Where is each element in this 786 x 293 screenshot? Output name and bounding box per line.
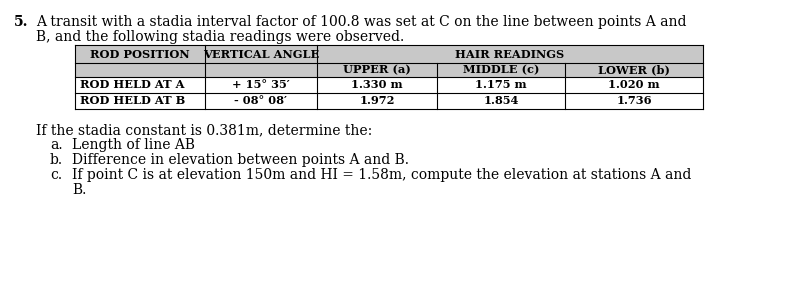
Text: 1.736: 1.736 [616,96,652,106]
Text: B, and the following stadia readings were observed.: B, and the following stadia readings wer… [36,30,404,44]
Text: 1.175 m: 1.175 m [476,79,527,91]
Text: A transit with a stadia interval factor of 100.8 was set at C on the line betwee: A transit with a stadia interval factor … [36,15,686,29]
Bar [75,45,703,77]
Text: MIDDLE (c): MIDDLE (c) [463,64,539,76]
Text: VERTICAL ANGLE: VERTICAL ANGLE [203,49,319,59]
Text: 1.020 m: 1.020 m [608,79,659,91]
Text: If the stadia constant is 0.381m, determine the:: If the stadia constant is 0.381m, determ… [36,123,373,137]
Text: B.: B. [72,183,86,197]
Text: ROD HELD AT B: ROD HELD AT B [80,96,185,106]
Text: 1.854: 1.854 [483,96,519,106]
Text: Difference in elevation between points A and B.: Difference in elevation between points A… [72,153,409,167]
Text: b.: b. [50,153,63,167]
Text: a.: a. [50,138,63,152]
Text: UPPER (a): UPPER (a) [343,64,411,76]
Text: LOWER (b): LOWER (b) [598,64,670,76]
Bar [75,45,703,109]
Text: - 08° 08′: - 08° 08′ [234,96,288,106]
Text: + 15° 35′: + 15° 35′ [232,79,290,91]
Text: If point C is at elevation 150m and HI = 1.58m, compute the elevation at station: If point C is at elevation 150m and HI =… [72,168,692,182]
Text: c.: c. [50,168,62,182]
Text: Length of line AB: Length of line AB [72,138,195,152]
Text: ROD HELD AT A: ROD HELD AT A [80,79,185,91]
Text: 5.: 5. [14,15,28,29]
Text: HAIR READINGS: HAIR READINGS [455,49,564,59]
Text: ROD POSITION: ROD POSITION [90,49,189,59]
Text: 1.330 m: 1.330 m [351,79,402,91]
Text: 1.972: 1.972 [359,96,395,106]
